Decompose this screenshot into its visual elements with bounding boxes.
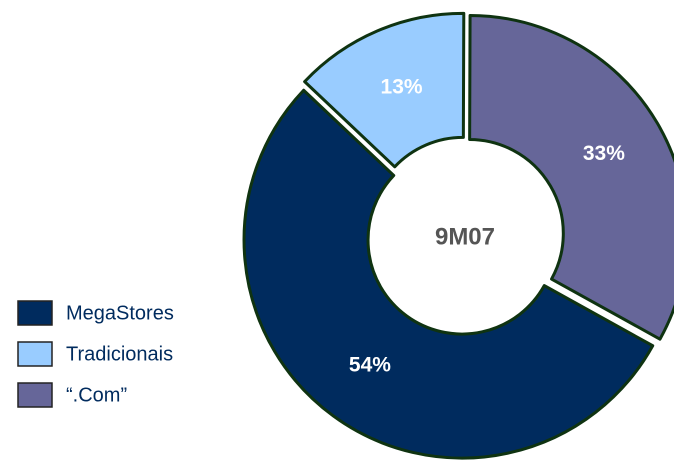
legend-label: MegaStores: [66, 302, 174, 324]
legend-swatch: [17, 300, 53, 326]
legend-label: Tradicionais: [66, 343, 173, 365]
data-label: 33%: [583, 142, 625, 165]
data-label: 54%: [349, 353, 391, 376]
data-label: 13%: [381, 76, 423, 99]
center-label: 9M07: [435, 223, 495, 250]
donut-segment: [303, 11, 466, 169]
legend-label: “.Com”: [66, 384, 127, 406]
legend-swatch: [17, 382, 53, 408]
donut-segment: [468, 13, 674, 341]
legend-swatch: [17, 341, 53, 367]
donut-segment: [242, 88, 655, 460]
